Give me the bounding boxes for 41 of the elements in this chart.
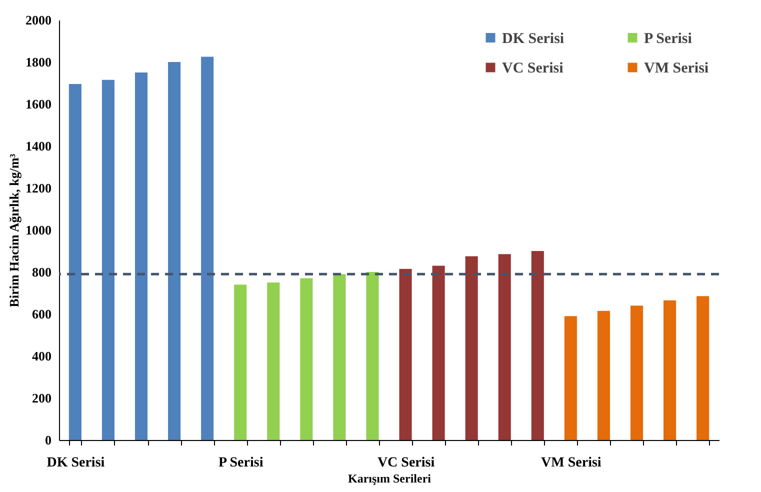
bar: [300, 278, 313, 440]
legend-label: P Serisi: [644, 30, 692, 47]
bar: [399, 268, 412, 440]
bar: [168, 62, 181, 440]
y-tick-label: 1200: [26, 180, 52, 196]
legend-label: DK Serisi: [502, 30, 564, 47]
bar: [234, 284, 247, 440]
x-tick-label: VC Serisi: [377, 456, 435, 470]
bar: [498, 254, 511, 440]
bar: [134, 72, 148, 440]
y-tick-label: 400: [32, 348, 52, 364]
bar: [630, 306, 644, 440]
bar: [267, 282, 280, 440]
bar: [696, 296, 710, 440]
y-tick-label: 0: [45, 432, 52, 448]
y-axis-title: Birim Hacim Ağırlık, kg/m³: [6, 154, 22, 308]
x-tick-label: VM Serisi: [541, 456, 602, 470]
bar: [68, 84, 82, 440]
legend-label: VM Serisi: [644, 60, 709, 76]
y-tick-label: 1600: [26, 96, 52, 112]
y-tick-label: 1800: [26, 54, 52, 70]
bar: [531, 251, 544, 440]
bar: [102, 80, 114, 440]
bar: [333, 274, 346, 440]
bar: [201, 56, 214, 440]
x-axis-title: Karışım Serileri: [348, 472, 432, 486]
bar: [465, 256, 478, 440]
y-tick-label: 1000: [26, 222, 52, 238]
y-tick-label: 800: [32, 264, 52, 280]
x-tick-label: P Serisi: [218, 456, 264, 470]
bar: [664, 300, 676, 440]
y-tick-label: 200: [32, 390, 52, 406]
bar: [597, 310, 610, 440]
x-tick-label: DK Serisi: [46, 456, 105, 470]
y-tick-label: 600: [32, 306, 52, 322]
y-tick-label: 2000: [26, 12, 52, 28]
bar: [432, 266, 445, 440]
bar: [366, 272, 379, 440]
bar: [564, 316, 577, 440]
legend-label: VC Serisi: [502, 60, 564, 76]
y-tick-label: 1400: [26, 138, 52, 154]
